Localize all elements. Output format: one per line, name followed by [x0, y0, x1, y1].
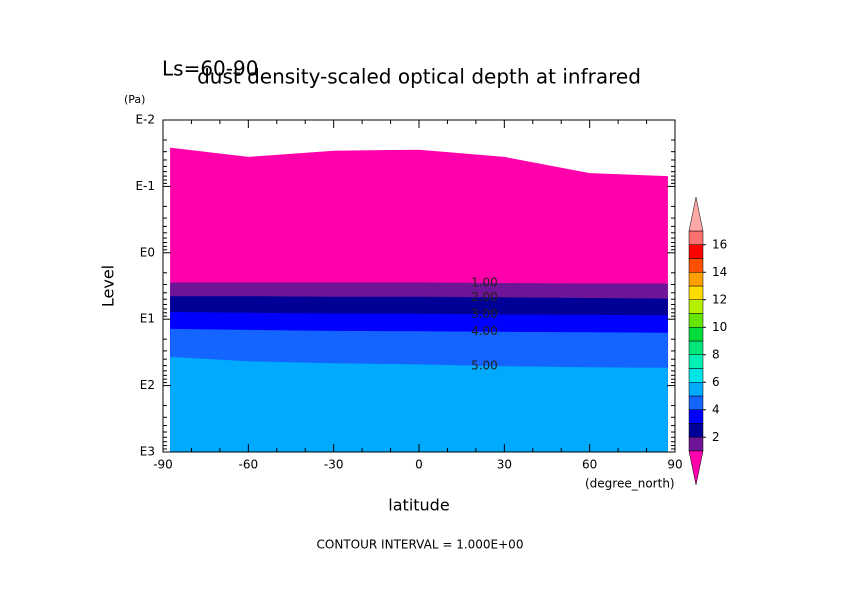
contour-label: 2.00: [471, 290, 498, 304]
colorbar-box: [688, 230, 704, 245]
colorbar-box: [688, 368, 704, 383]
colorbar-label: 10: [712, 320, 727, 334]
contour-label: 4.00: [471, 324, 498, 338]
colorbar-box: [688, 244, 704, 259]
x-unit: (degree_north): [585, 477, 675, 491]
x-tick-label: 90: [667, 458, 682, 472]
colorbar-box: [688, 382, 704, 397]
colorbar-label: 12: [712, 292, 727, 306]
colorbar-box: [688, 437, 704, 452]
colorbar-box: [688, 272, 704, 287]
colorbar-box: [688, 423, 704, 438]
chart-title: dust density-scaled optical depth at inf…: [197, 65, 641, 89]
x-tick-label: -90: [153, 458, 173, 472]
y-unit: (Pa): [124, 93, 145, 106]
colorbar-label: 4: [712, 402, 720, 416]
y-axis-label: Level: [99, 265, 118, 307]
colorbar-label: 16: [712, 237, 727, 251]
y-tick-label: E-1: [135, 179, 155, 193]
colorbar-box: [688, 395, 704, 410]
y-tick-label: E3: [140, 445, 155, 459]
colorbar-box: [688, 258, 704, 273]
colorbar-over: [688, 196, 704, 232]
contour-label: 3.00: [471, 307, 498, 321]
contour-label: 5.00: [471, 358, 498, 372]
contour-band: [170, 356, 668, 452]
colorbar-label: 6: [712, 375, 720, 389]
colorbar-label: 8: [712, 347, 720, 361]
colorbar-box: [688, 327, 704, 342]
y-tick-label: E-2: [135, 113, 155, 127]
contour-fills: [170, 147, 668, 452]
y-tick-label: E2: [140, 378, 155, 392]
x-axis-label: latitude: [388, 496, 449, 515]
chart-subtitle: Ls=60-90: [162, 57, 258, 81]
colorbar-box: [688, 340, 704, 355]
colorbar-box: [688, 299, 704, 314]
plot-area: [170, 147, 668, 452]
footer: CONTOUR INTERVAL = 1.000E+00: [317, 538, 524, 552]
y-tick-label: E0: [140, 245, 155, 259]
colorbar-box: [688, 409, 704, 424]
contour-label: 1.00: [471, 275, 498, 289]
colorbar-label: 2: [712, 430, 720, 444]
x-tick-label: 30: [497, 458, 512, 472]
colorbar-box: [688, 313, 704, 328]
colorbar-label: 14: [712, 265, 727, 279]
x-tick-label: 0: [415, 458, 423, 472]
x-tick-label: -30: [324, 458, 344, 472]
x-tick-label: 60: [582, 458, 597, 472]
colorbar-box: [688, 354, 704, 369]
colorbar-box: [688, 285, 704, 300]
y-tick-label: E1: [140, 312, 155, 326]
x-tick-label: -60: [239, 458, 259, 472]
colorbar-under: [688, 450, 704, 486]
